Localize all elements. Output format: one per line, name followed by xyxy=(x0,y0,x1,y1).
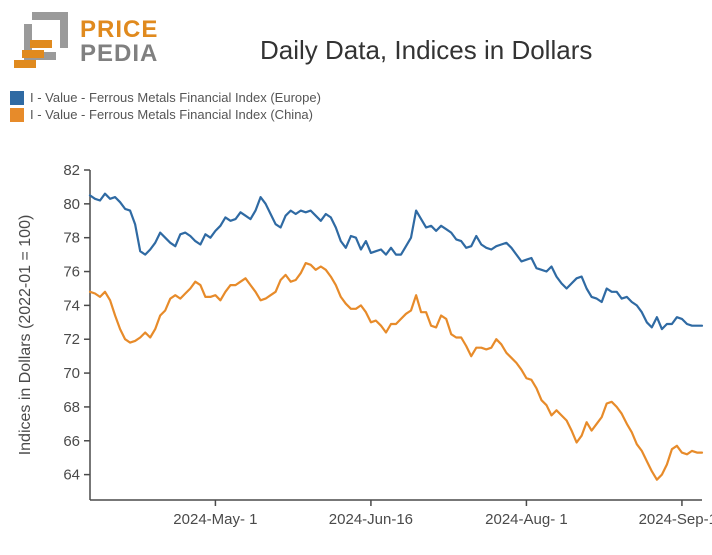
svg-text:2024-Sep-16: 2024-Sep-16 xyxy=(639,511,712,528)
header: PRICE PEDIA Daily Data, Indices in Dolla… xyxy=(0,10,712,80)
logo-line1: PRICE xyxy=(80,18,158,42)
svg-text:2024-Jun-16: 2024-Jun-16 xyxy=(329,511,413,528)
svg-text:66: 66 xyxy=(63,433,80,450)
svg-text:Indices in Dollars (2022-01 =: Indices in Dollars (2022-01 = 100) xyxy=(17,215,34,456)
legend-item-china: I - Value - Ferrous Metals Financial Ind… xyxy=(10,107,321,122)
pricepedia-logo xyxy=(10,10,75,70)
legend-item-europe: I - Value - Ferrous Metals Financial Ind… xyxy=(10,90,321,105)
legend: I - Value - Ferrous Metals Financial Ind… xyxy=(10,90,321,124)
logo-line2: PEDIA xyxy=(80,42,158,66)
chart-area: 64 66 68 70 72 74 76 78 80 82 2024-May- 1 2024-Jun-… xyxy=(0,155,712,555)
legend-label-europe: I - Value - Ferrous Metals Financial Ind… xyxy=(30,90,321,105)
svg-text:82: 82 xyxy=(63,162,80,179)
svg-text:72: 72 xyxy=(63,331,80,348)
svg-text:80: 80 xyxy=(63,196,80,213)
legend-swatch-china xyxy=(10,108,24,122)
legend-swatch-europe xyxy=(10,91,24,105)
series-europe xyxy=(90,194,702,329)
pricepedia-logo-mark xyxy=(10,10,75,70)
svg-text:74: 74 xyxy=(63,297,80,314)
series-china xyxy=(90,263,702,480)
pricepedia-logo-text: PRICE PEDIA xyxy=(80,18,158,66)
chart-title: Daily Data, Indices in Dollars xyxy=(260,35,592,66)
legend-label-china: I - Value - Ferrous Metals Financial Ind… xyxy=(30,107,313,122)
svg-text:68: 68 xyxy=(63,399,80,416)
svg-text:78: 78 xyxy=(63,230,80,247)
chart-container: PRICE PEDIA Daily Data, Indices in Dolla… xyxy=(0,0,712,555)
line-chart-svg: 64 66 68 70 72 74 76 78 80 82 2024-May- 1 2024-Jun-… xyxy=(0,155,712,555)
svg-text:70: 70 xyxy=(63,365,80,382)
svg-text:76: 76 xyxy=(63,264,80,281)
svg-text:64: 64 xyxy=(63,467,80,484)
svg-text:2024-May- 1: 2024-May- 1 xyxy=(173,511,257,528)
svg-text:2024-Aug- 1: 2024-Aug- 1 xyxy=(485,511,568,528)
